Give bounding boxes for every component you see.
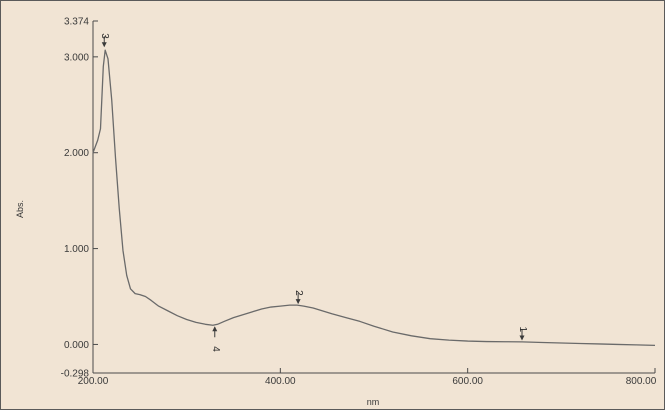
y-tick-label: 1.000 <box>64 244 89 255</box>
peak-annotations: 3 2 1 4 <box>99 33 528 352</box>
peak-arrowhead <box>295 299 301 305</box>
peak-marker-2: 2 <box>293 290 304 305</box>
peak-label: 3 <box>99 33 110 39</box>
y-tick-label: 3.374 <box>64 17 89 28</box>
peak-arrowhead <box>519 335 525 341</box>
series-layer <box>92 49 656 347</box>
peak-marker-3: 3 <box>99 33 110 48</box>
peak-label: 2 <box>293 290 304 296</box>
x-tick-label: 400.00 <box>265 376 296 387</box>
axes <box>92 21 655 374</box>
peak-label: 4 <box>210 346 221 352</box>
y-tick-label: -0.298 <box>61 369 90 380</box>
peak-label: 1 <box>517 327 528 333</box>
x-tick-label: 800.00 <box>626 376 657 387</box>
y-tick-label: 2.000 <box>64 148 89 159</box>
x-axis-label: nm <box>367 397 380 407</box>
spectrum-line-0 <box>92 49 656 347</box>
y-tick-label: 0.000 <box>64 340 89 351</box>
x-tick-label: 200.00 <box>78 376 109 387</box>
peak-arrowhead <box>101 42 107 48</box>
axis-ticks: 200.00 400.00 600.00 800.00 3.374 3.000 2.000 1… <box>61 17 657 388</box>
y-axis-label: Abs. <box>15 200 25 218</box>
x-tick-label: 600.00 <box>452 376 483 387</box>
peak-arrowhead <box>212 326 218 332</box>
peak-marker-1: 1 <box>517 327 528 341</box>
peak-marker-4: 4 <box>210 326 221 352</box>
y-tick-label: 3.000 <box>64 52 89 63</box>
